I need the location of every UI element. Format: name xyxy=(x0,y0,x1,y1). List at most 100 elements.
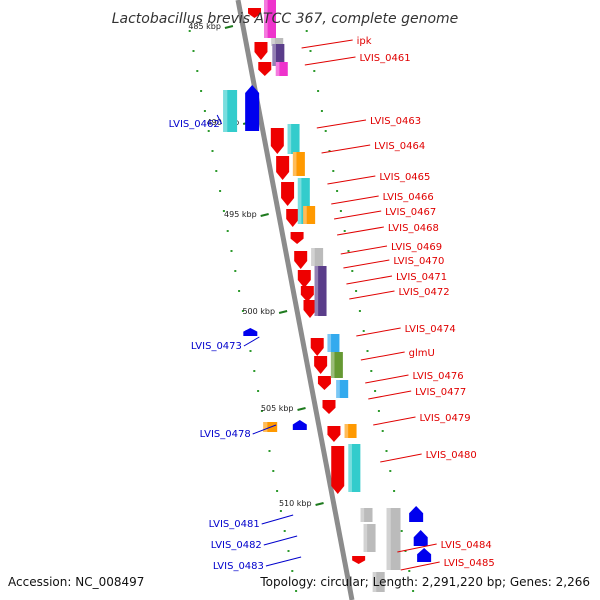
lane-dot xyxy=(339,210,342,212)
map-title: Lactobacillus brevis ATCC 367, complete … xyxy=(112,11,459,27)
cog-category-box[interactable] xyxy=(327,334,340,352)
gene-label-forward[interactable]: LVIS_0472 xyxy=(399,287,450,298)
lane-dot xyxy=(355,290,358,292)
gene-arrow-forward[interactable] xyxy=(297,270,311,288)
gene-arrow-forward[interactable] xyxy=(352,556,366,564)
cog-category-box[interactable] xyxy=(292,152,305,176)
gene-label-forward[interactable]: LVIS_0480 xyxy=(426,450,477,461)
scale-tick-label: 505 kbp xyxy=(261,404,294,413)
gene-label-forward[interactable]: LVIS_0476 xyxy=(413,371,464,382)
gene-label-reverse[interactable]: LVIS_0462 xyxy=(169,119,220,130)
lane-dot xyxy=(377,410,380,412)
cog-category-box[interactable] xyxy=(287,124,300,154)
gene-label-reverse[interactable]: LVIS_0483 xyxy=(213,561,264,572)
gene-label-forward[interactable]: LVIS_0474 xyxy=(405,324,456,335)
gene-arrow-forward[interactable] xyxy=(300,286,314,302)
cog-box-highlight xyxy=(348,444,352,492)
lane-dot xyxy=(332,170,335,172)
gene-label-reverse[interactable]: LVIS_0481 xyxy=(209,519,260,530)
gene-label-forward[interactable]: ipk xyxy=(357,36,372,47)
label-leader-line xyxy=(380,453,422,463)
cog-category-box[interactable] xyxy=(314,266,327,316)
label-leader-line xyxy=(252,424,277,435)
gene-arrow-forward[interactable] xyxy=(314,356,328,374)
cog-category-box[interactable] xyxy=(271,38,284,46)
gene-label-forward[interactable]: LVIS_0479 xyxy=(420,413,471,424)
gene-arrow-forward[interactable] xyxy=(290,232,304,244)
gene-arrow-forward[interactable] xyxy=(310,338,324,356)
gene-label-reverse[interactable]: LVIS_0473 xyxy=(191,341,242,352)
cog-category-box[interactable] xyxy=(272,44,285,66)
lane-dot xyxy=(230,250,233,252)
gene-label-forward[interactable]: LVIS_0471 xyxy=(396,272,447,283)
cog-box-highlight xyxy=(271,38,275,46)
gene-label-forward[interactable]: LVIS_0469 xyxy=(391,242,442,253)
scale-tick-label: 500 kbp xyxy=(242,307,275,316)
gene-label-forward[interactable]: LVIS_0463 xyxy=(370,116,421,127)
lane-dot xyxy=(328,150,331,152)
cog-category-box[interactable] xyxy=(372,572,385,592)
cog-category-box[interactable] xyxy=(311,248,324,266)
gene-arrow-forward[interactable] xyxy=(248,8,262,18)
cog-category-box[interactable] xyxy=(344,424,357,438)
gene-label-reverse[interactable]: LVIS_0482 xyxy=(211,540,262,551)
gene-arrow-forward[interactable] xyxy=(327,426,341,442)
gene-label-forward[interactable]: glmU xyxy=(409,348,435,359)
gene-label-forward[interactable]: LVIS_0484 xyxy=(441,540,492,551)
label-leader-line xyxy=(316,119,367,129)
cog-category-box[interactable] xyxy=(360,508,373,522)
gene-arrow-forward[interactable] xyxy=(317,376,331,390)
cog-category-box[interactable] xyxy=(223,90,238,132)
lane-dot xyxy=(370,370,373,372)
label-leader-line xyxy=(261,514,294,525)
gene-label-reverse[interactable]: LVIS_0478 xyxy=(200,429,251,440)
gene-arrow-forward[interactable] xyxy=(286,209,300,227)
label-leader-line xyxy=(400,561,440,571)
gene-arrow-reverse[interactable] xyxy=(243,328,258,336)
gene-arrow-forward[interactable] xyxy=(258,62,272,76)
label-leader-line xyxy=(327,175,376,185)
gene-label-forward[interactable]: LVIS_0485 xyxy=(444,558,495,569)
gene-arrow-reverse[interactable] xyxy=(417,548,432,562)
gene-arrow-forward[interactable] xyxy=(294,251,308,269)
gene-label-forward[interactable]: LVIS_0461 xyxy=(360,53,411,64)
cog-category-box[interactable] xyxy=(275,62,288,76)
gene-label-forward[interactable]: LVIS_0467 xyxy=(385,207,436,218)
label-leader-line xyxy=(346,275,393,285)
gene-label-forward[interactable]: LVIS_0466 xyxy=(383,192,434,203)
gene-label-forward[interactable]: LVIS_0477 xyxy=(415,387,466,398)
gene-arrow-forward[interactable] xyxy=(254,42,268,60)
gene-arrow-forward[interactable] xyxy=(281,182,295,206)
gene-arrow-forward[interactable] xyxy=(276,156,290,180)
cog-category-box[interactable] xyxy=(264,0,276,38)
gene-arrow-forward[interactable] xyxy=(270,128,284,154)
gene-arrow-forward[interactable] xyxy=(331,446,345,494)
lane-dot xyxy=(389,470,392,472)
gene-label-forward[interactable]: LVIS_0470 xyxy=(393,256,444,267)
label-leader-line xyxy=(321,144,371,154)
label-leader-line xyxy=(356,327,401,337)
cog-category-box[interactable] xyxy=(363,524,376,552)
cog-category-box[interactable] xyxy=(303,206,316,224)
lane-dot xyxy=(211,150,214,152)
cog-category-box[interactable] xyxy=(330,352,343,378)
gene-label-forward[interactable]: LVIS_0468 xyxy=(388,223,439,234)
cog-category-box[interactable] xyxy=(386,508,401,570)
cog-category-box[interactable] xyxy=(336,380,349,398)
lane-dot xyxy=(351,270,354,272)
gene-arrow-forward[interactable] xyxy=(322,400,336,414)
lane-dot xyxy=(412,590,415,592)
gene-label-forward[interactable]: LVIS_0464 xyxy=(374,141,425,152)
gene-arrow-forward[interactable] xyxy=(303,300,317,318)
gene-arrow-reverse[interactable] xyxy=(292,420,307,430)
cog-box-highlight xyxy=(360,508,365,522)
lane-dot xyxy=(253,370,256,372)
label-leader-line xyxy=(243,336,260,347)
cog-category-box[interactable] xyxy=(348,444,361,492)
lane-dot xyxy=(279,510,282,512)
gene-arrow-reverse[interactable] xyxy=(245,85,260,131)
gene-arrow-reverse[interactable] xyxy=(409,506,424,522)
gene-label-forward[interactable]: LVIS_0465 xyxy=(379,172,430,183)
gene-arrow-reverse[interactable] xyxy=(413,530,428,546)
